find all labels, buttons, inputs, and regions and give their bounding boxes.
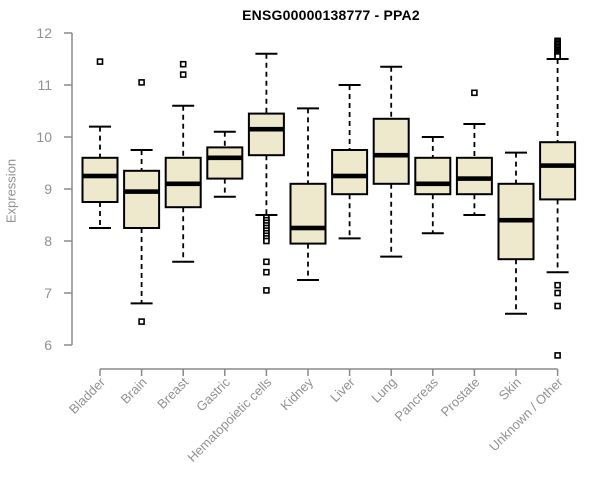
outlier-point xyxy=(138,79,145,86)
median-line xyxy=(540,163,576,168)
x-tick-label-group: Unknown / Other xyxy=(486,374,566,454)
x-tick-label: Liver xyxy=(327,374,358,405)
x-tick-label: Bladder xyxy=(66,374,109,417)
y-tick-label: 12 xyxy=(36,25,52,41)
x-tick-label-group: Brain xyxy=(118,375,150,407)
x-tick-label: Prostate xyxy=(438,375,483,420)
box-group xyxy=(455,89,493,216)
median-line xyxy=(290,225,326,231)
iqr-box xyxy=(247,112,285,157)
y-tick-label: 8 xyxy=(44,233,52,249)
chart-title: ENSG00000138777 - PPA2 xyxy=(242,7,420,23)
outlier-point xyxy=(96,58,104,65)
x-tick-label-group: Bladder xyxy=(66,374,109,417)
median-line xyxy=(332,173,368,179)
outlier-point xyxy=(554,289,561,297)
x-tick-label: Unknown / Other xyxy=(486,374,566,454)
y-tick-label: 6 xyxy=(44,337,52,353)
outlier-point xyxy=(554,302,561,310)
iqr-box xyxy=(455,156,493,196)
x-tick-label-group: Liver xyxy=(327,374,358,405)
iqr-box xyxy=(331,149,369,196)
x-tick-label-group: Skin xyxy=(496,375,524,403)
iqr-box xyxy=(206,146,244,180)
box-group xyxy=(372,65,410,258)
median-line xyxy=(415,181,451,187)
y-tick-label: 7 xyxy=(44,285,52,301)
outlier-point xyxy=(471,89,478,97)
outlier-point xyxy=(554,352,561,359)
y-tick-label: 11 xyxy=(37,77,52,93)
box-group xyxy=(289,107,327,281)
x-tick-label: Breast xyxy=(154,374,191,411)
iqr-box xyxy=(372,117,410,185)
outlier-point xyxy=(179,71,187,78)
median-line xyxy=(498,217,534,223)
x-tick-label: Pancreas xyxy=(391,374,441,424)
y-tick-label: 9 xyxy=(44,181,52,197)
outlier-point xyxy=(263,258,270,266)
iqr-box xyxy=(289,182,327,245)
box-group xyxy=(247,52,285,294)
x-tick-label-group: Prostate xyxy=(438,375,483,420)
median-line xyxy=(124,189,160,194)
x-tick-label: Lung xyxy=(368,375,399,406)
box-group xyxy=(164,60,202,263)
x-tick-label-group: Gastric xyxy=(193,374,233,414)
iqr-box xyxy=(81,156,119,204)
box-group xyxy=(414,136,452,235)
box-group xyxy=(206,130,244,198)
outlier-point xyxy=(138,318,145,325)
outlier-point xyxy=(263,237,270,245)
x-tick-label-group: Breast xyxy=(154,374,191,411)
median-line xyxy=(165,181,201,187)
median-line xyxy=(248,126,284,132)
iqr-box xyxy=(539,141,577,201)
outlier-point xyxy=(179,60,187,68)
x-tick-label-group: Lung xyxy=(368,375,399,406)
y-tick-label: 10 xyxy=(36,129,52,145)
x-tick-label: Brain xyxy=(118,375,150,407)
iqr-box xyxy=(414,156,452,196)
box-group xyxy=(81,58,119,229)
box-group xyxy=(123,79,161,325)
box-group xyxy=(331,84,369,240)
x-tick-label-group: Pancreas xyxy=(391,374,441,424)
outlier-point xyxy=(263,268,270,276)
x-tick-label-group: Kidney xyxy=(277,374,316,413)
median-line xyxy=(456,176,492,181)
x-tick-label: Gastric xyxy=(193,374,233,414)
box-group xyxy=(539,37,577,359)
iqr-box xyxy=(123,169,161,230)
outlier-point xyxy=(554,281,561,289)
outlier-point xyxy=(554,53,561,60)
median-line xyxy=(207,155,243,161)
median-line xyxy=(82,173,118,179)
x-tick-label: Skin xyxy=(496,375,524,403)
box-group xyxy=(497,151,535,315)
outlier-point xyxy=(263,287,270,294)
median-line xyxy=(373,152,409,158)
x-tick-label: Kidney xyxy=(277,374,316,413)
